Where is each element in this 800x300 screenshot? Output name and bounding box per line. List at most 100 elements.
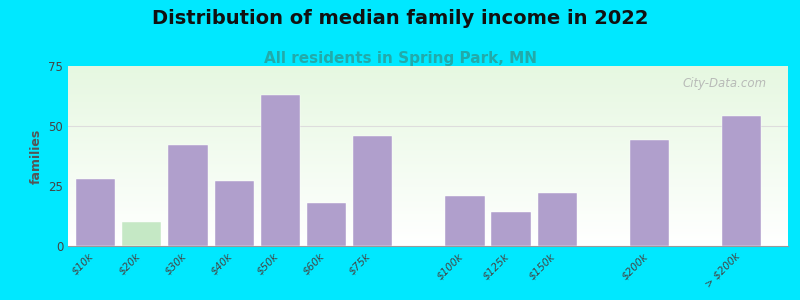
- Bar: [68, 209, 788, 210]
- Bar: [68, 138, 788, 139]
- Bar: [68, 224, 788, 225]
- Bar: [68, 128, 788, 129]
- Bar: [68, 214, 788, 215]
- Bar: [68, 99, 788, 100]
- Bar: [68, 121, 788, 122]
- Bar: [68, 143, 788, 144]
- Bar: [68, 136, 788, 137]
- Bar: [68, 122, 788, 123]
- Bar: [538, 193, 577, 246]
- Bar: [68, 92, 788, 93]
- Bar: [68, 227, 788, 228]
- Bar: [68, 155, 788, 156]
- Bar: [68, 130, 788, 131]
- Bar: [68, 244, 788, 245]
- Bar: [68, 87, 788, 88]
- Bar: [68, 88, 788, 89]
- Bar: [353, 136, 392, 246]
- Bar: [68, 197, 788, 198]
- Bar: [68, 135, 788, 136]
- Bar: [68, 129, 788, 130]
- Bar: [68, 183, 788, 184]
- Bar: [68, 96, 788, 97]
- Bar: [68, 84, 788, 85]
- Bar: [68, 226, 788, 227]
- Bar: [68, 220, 788, 221]
- Bar: [68, 79, 788, 80]
- Bar: [68, 97, 788, 98]
- Bar: [68, 167, 788, 168]
- Bar: [491, 212, 530, 246]
- Bar: [68, 242, 788, 243]
- Bar: [68, 172, 788, 173]
- Bar: [68, 176, 788, 177]
- Bar: [76, 179, 115, 246]
- Bar: [261, 95, 300, 246]
- Bar: [68, 124, 788, 125]
- Bar: [68, 177, 788, 178]
- Bar: [68, 160, 788, 161]
- Bar: [446, 196, 485, 246]
- Bar: [68, 126, 788, 127]
- Bar: [68, 106, 788, 107]
- Bar: [68, 173, 788, 174]
- Bar: [68, 140, 788, 141]
- Bar: [214, 181, 254, 246]
- Bar: [68, 94, 788, 95]
- Bar: [68, 98, 788, 99]
- Bar: [168, 145, 208, 246]
- Bar: [68, 77, 788, 78]
- Bar: [68, 196, 788, 197]
- Bar: [68, 117, 788, 118]
- Bar: [68, 189, 788, 190]
- Bar: [68, 86, 788, 87]
- Bar: [68, 217, 788, 218]
- Bar: [68, 230, 788, 231]
- Bar: [68, 145, 788, 146]
- Bar: [68, 70, 788, 71]
- Bar: [68, 103, 788, 104]
- Bar: [68, 66, 788, 67]
- Bar: [68, 116, 788, 117]
- Bar: [68, 231, 788, 232]
- Bar: [68, 120, 788, 121]
- Text: City-Data.com: City-Data.com: [682, 77, 766, 90]
- Bar: [68, 168, 788, 169]
- Bar: [68, 83, 788, 84]
- Bar: [68, 190, 788, 191]
- Bar: [68, 158, 788, 159]
- Bar: [68, 206, 788, 207]
- Bar: [68, 218, 788, 219]
- Bar: [68, 153, 788, 154]
- Bar: [68, 169, 788, 170]
- Text: All residents in Spring Park, MN: All residents in Spring Park, MN: [263, 51, 537, 66]
- Bar: [68, 95, 788, 96]
- Bar: [68, 232, 788, 233]
- Bar: [68, 152, 788, 153]
- Bar: [68, 81, 788, 82]
- Bar: [68, 101, 788, 102]
- Bar: [68, 223, 788, 224]
- Bar: [68, 193, 788, 194]
- Bar: [68, 186, 788, 187]
- Bar: [68, 184, 788, 185]
- Bar: [68, 104, 788, 105]
- Bar: [68, 73, 788, 74]
- Bar: [68, 240, 788, 241]
- Bar: [68, 243, 788, 244]
- Bar: [68, 75, 788, 76]
- Bar: [68, 132, 788, 133]
- Bar: [68, 67, 788, 68]
- Bar: [68, 185, 788, 186]
- Bar: [68, 151, 788, 152]
- Bar: [68, 228, 788, 229]
- Bar: [68, 169, 788, 170]
- Bar: [68, 166, 788, 167]
- Bar: [68, 154, 788, 155]
- Bar: [68, 147, 788, 148]
- Bar: [68, 174, 788, 175]
- Bar: [68, 195, 788, 196]
- Bar: [68, 159, 788, 160]
- Bar: [68, 238, 788, 239]
- Bar: [68, 139, 788, 140]
